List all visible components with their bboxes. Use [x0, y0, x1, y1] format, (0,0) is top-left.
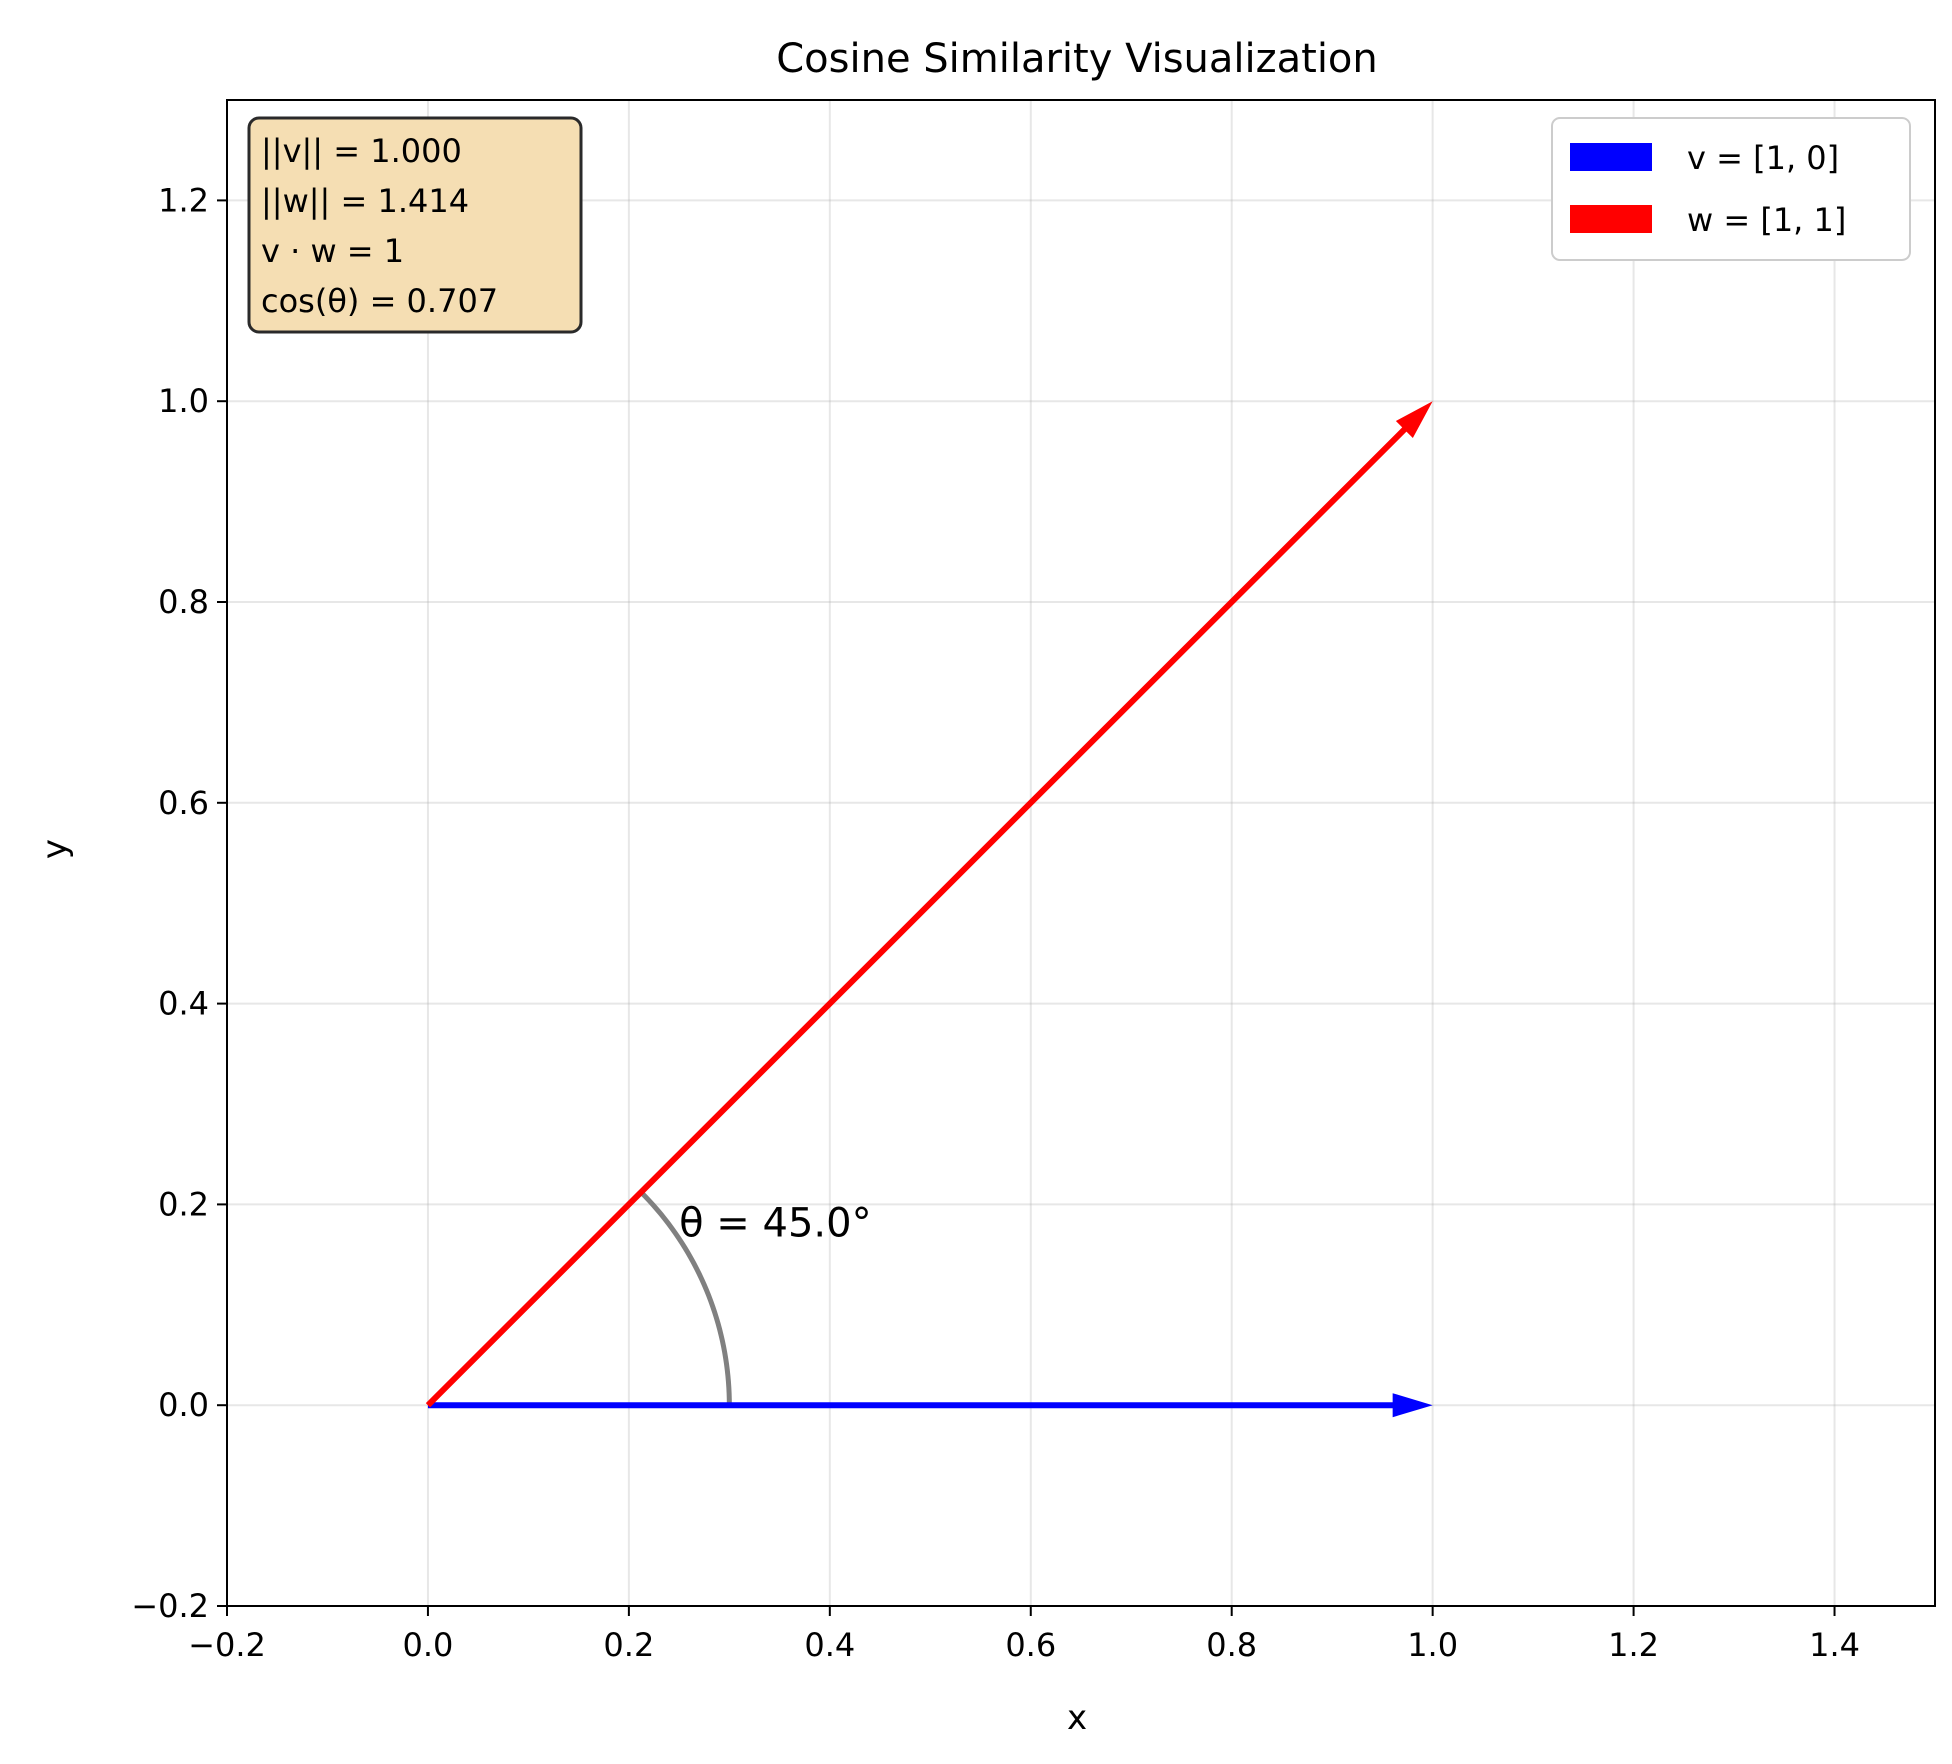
legend-label: v = [1, 0] [1687, 139, 1839, 177]
y-tick-label: 0.6 [158, 784, 209, 822]
angle-arc [639, 1190, 732, 1406]
x-tick-label: 0.8 [1206, 1626, 1257, 1664]
y-tick-label: 1.2 [158, 181, 209, 219]
legend-label: w = [1, 1] [1687, 201, 1846, 239]
legend-swatch [1570, 205, 1652, 233]
x-tick-label: 0.6 [1005, 1626, 1056, 1664]
x-axis-label: x [1067, 1698, 1087, 1738]
chart-title: Cosine Similarity Visualization [776, 36, 1378, 82]
info-box: ||v|| = 1.000 ||w|| = 1.414 v · w = 1 cos(θ… [247, 116, 583, 334]
info-box-line: ||w|| = 1.414 [261, 182, 469, 220]
info-box-line: cos(θ) = 0.707 [261, 282, 498, 320]
x-tick-label: 0.4 [804, 1626, 855, 1664]
axis-ticks: −0.2 0.0 0.2 0.4 0.6 0.8 1.0 1.2 1.4 −0.2 0.0 0.2 0.… [131, 181, 1860, 1664]
angle-label: θ = 45.0° [679, 1201, 871, 1247]
x-tick-label: −0.2 [188, 1626, 266, 1664]
x-tick-label: 1.0 [1407, 1626, 1458, 1664]
axes-frame [226, 99, 1936, 1607]
x-tick-label: 0.2 [603, 1626, 654, 1664]
info-box-background [247, 116, 583, 334]
y-tick-label: 0.8 [158, 583, 209, 621]
x-tick-label: 0.0 [402, 1626, 453, 1664]
y-tick-label: 0.2 [158, 1185, 209, 1223]
y-tick-label: −0.2 [131, 1587, 209, 1625]
x-tick-label: 1.4 [1809, 1626, 1860, 1664]
legend: v = [1, 0] w = [1, 1] [1551, 117, 1911, 261]
vector-v-arrow [427, 1393, 1433, 1418]
plot-area: θ = 45.0° [425, 401, 1433, 1418]
y-tick-label: 0.4 [158, 985, 209, 1023]
y-axis-label: y [35, 839, 75, 859]
x-tick-label: 1.2 [1608, 1626, 1659, 1664]
y-tick-label: 1.0 [158, 382, 209, 420]
info-box-line: ||v|| = 1.000 [261, 132, 462, 170]
legend-swatch [1570, 143, 1652, 171]
info-box-line: v · w = 1 [261, 232, 404, 270]
y-tick-label: 0.0 [158, 1386, 209, 1424]
vector-w-arrow [425, 401, 1433, 1408]
